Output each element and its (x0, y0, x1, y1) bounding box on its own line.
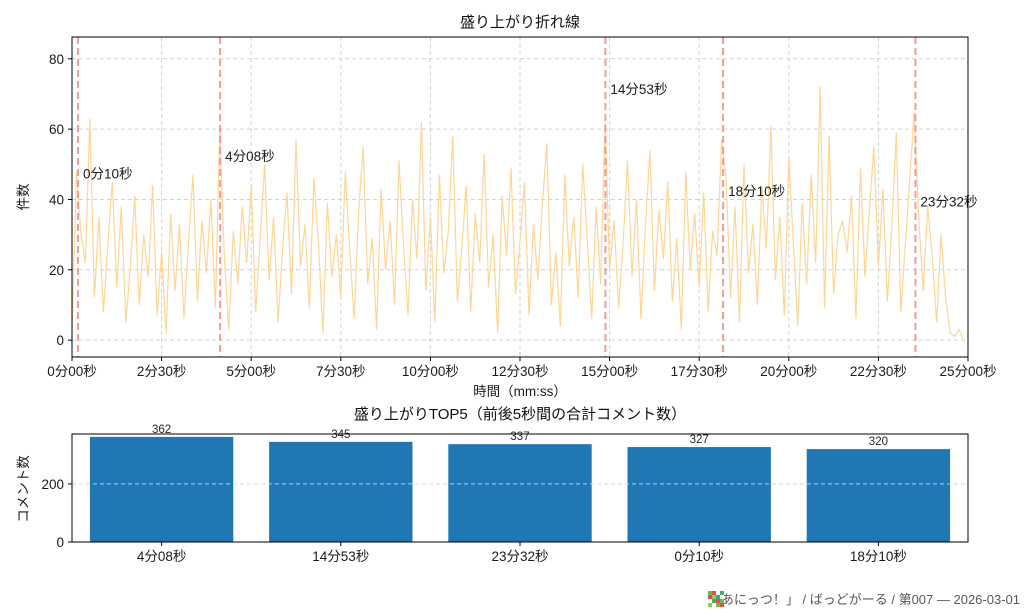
y-tick-label: 60 (49, 122, 64, 137)
bar-value-label: 345 (331, 429, 350, 441)
x-tick-label: 18分10秒 (850, 549, 907, 564)
line-chart-title: 盛り上がり折れ線 (459, 14, 580, 31)
annotation-label: 0分10秒 (83, 166, 133, 181)
x-tick-label: 14分53秒 (312, 549, 369, 564)
y-tick-label: 200 (41, 477, 64, 492)
x-tick-label: 10分00秒 (402, 364, 459, 379)
annotation-label: 18分10秒 (728, 184, 785, 199)
bar-value-label: 362 (152, 424, 171, 436)
annotation-label: 14分53秒 (610, 82, 667, 97)
annotation-label: 23分32秒 (920, 194, 977, 209)
bar (269, 441, 413, 542)
x-tick-label: 20分00秒 (760, 364, 817, 379)
pixel-art-icon (707, 590, 724, 607)
y-tick-label: 0 (56, 333, 64, 348)
x-tick-label: 12分30秒 (491, 364, 548, 379)
bar-value-label: 320 (869, 436, 888, 448)
y-tick-label: 20 (49, 263, 64, 278)
bar-value-label: 327 (690, 434, 709, 446)
annotation-label: 4分08秒 (225, 149, 275, 164)
bar (627, 447, 771, 542)
bar-chart-ylabel: コメント数 (16, 455, 31, 523)
bar-chart-title: 盛り上がりTOP5（前後5秒間の合計コメント数） (353, 406, 687, 423)
y-tick-label: 40 (49, 192, 64, 207)
line-chart-xlabel: 時間（mm:ss） (473, 384, 567, 399)
x-tick-label: 22分30秒 (850, 364, 907, 379)
line-chart: 0分10秒 4分08秒 14分53秒 18分10秒 23分32秒 0分00秒 2分30秒 5分… (47, 36, 997, 379)
x-tick-label: 17分30秒 (671, 364, 728, 379)
x-tick-label: 4分08秒 (137, 549, 187, 564)
footer-text: 「あにっつ！」 / ばっどがーる / 第007 — 2026-03-01 (707, 592, 1020, 607)
x-tick-label: 7分30秒 (316, 364, 366, 379)
bar (448, 444, 592, 542)
x-tick-label: 25分00秒 (939, 364, 996, 379)
y-tick-label: 0 (56, 535, 64, 550)
plot-border (71, 36, 969, 358)
data-line (71, 86, 965, 341)
x-tick-label: 23分32秒 (491, 549, 548, 564)
bar-chart: 362 345 337 327 320 4分08秒 14分53秒 23分32秒 0分10秒 18分… (41, 424, 969, 564)
x-tick-label: 0分00秒 (47, 364, 97, 379)
footer-caption: 「あにっつ！」 / ばっどがーる / 第007 — 2026-03-01 (707, 589, 1020, 608)
bar-value-label: 337 (510, 431, 529, 443)
x-tick-label: 2分30秒 (137, 364, 187, 379)
bar (806, 449, 951, 542)
x-tick-label: 15分00秒 (581, 364, 638, 379)
y-tick-label: 80 (49, 52, 64, 67)
x-tick-label: 0分10秒 (674, 549, 724, 564)
line-chart-ylabel: 件数 (16, 183, 31, 211)
x-tick-label: 5分00秒 (226, 364, 276, 379)
bar (89, 436, 234, 542)
